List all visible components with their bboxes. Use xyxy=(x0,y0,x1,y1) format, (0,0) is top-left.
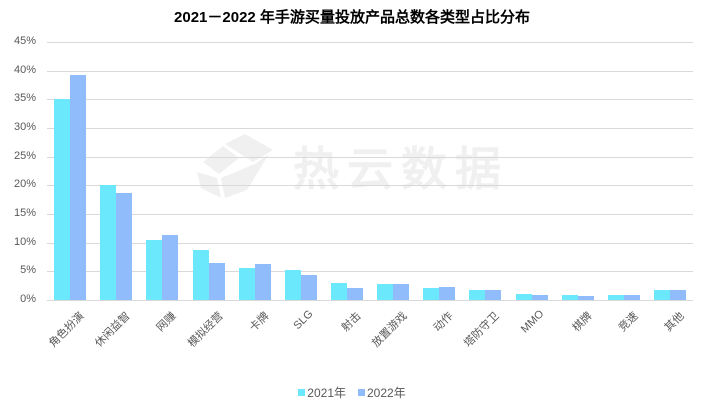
gridline xyxy=(47,214,693,215)
x-tick-label: 棋牌 xyxy=(570,310,595,335)
bar[interactable] xyxy=(653,289,670,300)
bar-group xyxy=(423,42,456,300)
x-tick-label: 休闲益智 xyxy=(93,310,133,350)
legend-item[interactable]: 2022年 xyxy=(358,384,406,401)
bar[interactable] xyxy=(607,294,624,300)
legend: 2021年 2022年 xyxy=(0,384,704,401)
bar[interactable] xyxy=(254,264,271,300)
bar[interactable] xyxy=(469,289,486,300)
bar-group xyxy=(146,42,179,300)
bar[interactable] xyxy=(531,294,548,300)
bar[interactable] xyxy=(100,185,117,300)
bar-group xyxy=(330,42,363,300)
bar[interactable] xyxy=(238,267,255,300)
plot-area xyxy=(47,42,693,301)
x-tick-label: MMO xyxy=(518,308,546,336)
gridline xyxy=(47,42,693,43)
bar[interactable] xyxy=(70,75,87,300)
x-tick-label: 塔防守卫 xyxy=(462,310,502,350)
gridline xyxy=(47,300,693,301)
x-tick-label: 网赚 xyxy=(154,310,179,335)
bar[interactable] xyxy=(515,293,532,300)
logo-icon xyxy=(197,134,273,198)
gridline xyxy=(47,70,693,72)
y-tick-label: 35% xyxy=(13,92,36,105)
y-tick-label: 45% xyxy=(13,35,36,47)
x-tick-label: 模拟经营 xyxy=(185,310,226,350)
x-tick-label: SLG xyxy=(291,308,316,333)
bar-group xyxy=(238,42,271,300)
bar[interactable] xyxy=(346,287,363,300)
bar[interactable] xyxy=(208,262,225,300)
bar[interactable] xyxy=(423,287,440,300)
watermark-text: 热云数据 xyxy=(293,143,509,195)
bar-group xyxy=(377,42,410,300)
bar-group xyxy=(192,42,225,300)
bar[interactable] xyxy=(485,289,502,300)
bar-group xyxy=(469,42,502,300)
bar[interactable] xyxy=(300,274,317,300)
gridline xyxy=(47,242,693,244)
chart-title: 2021－2022 年手游买量投放产品总数各类型占比分布 xyxy=(174,9,530,26)
bar[interactable] xyxy=(146,239,163,300)
y-tick-label: 5% xyxy=(20,264,36,277)
bar-group xyxy=(284,42,317,300)
bar-group xyxy=(515,42,548,300)
y-tick-label: 25% xyxy=(13,149,36,162)
y-tick-label: 20% xyxy=(13,178,36,191)
bar[interactable] xyxy=(561,294,578,300)
gridline xyxy=(47,271,693,273)
x-tick-label: 卡牌 xyxy=(247,310,272,335)
legend-label: 2021年 xyxy=(307,386,346,400)
bar[interactable] xyxy=(669,289,686,300)
bar[interactable] xyxy=(162,234,179,300)
legend-item[interactable]: 2021年 xyxy=(298,384,346,401)
bar-group xyxy=(607,42,640,300)
y-tick-label: 0% xyxy=(20,293,36,305)
y-tick-label: 40% xyxy=(13,63,36,76)
bar[interactable] xyxy=(393,283,410,300)
bar[interactable] xyxy=(377,283,394,300)
watermark: 热云数据 xyxy=(195,132,509,200)
bar[interactable] xyxy=(577,296,594,300)
bar[interactable] xyxy=(623,294,640,300)
bar-group xyxy=(653,42,686,300)
bar[interactable] xyxy=(116,192,133,300)
gridline xyxy=(47,99,693,101)
bar[interactable] xyxy=(192,249,209,300)
legend-swatch-icon xyxy=(298,389,306,396)
legend-label: 2022年 xyxy=(367,386,406,400)
x-tick-label: 角色扮演 xyxy=(47,310,87,350)
bar-group xyxy=(561,42,594,300)
bar[interactable] xyxy=(439,286,456,300)
x-tick-label: 其他 xyxy=(662,310,687,335)
x-tick-label: 放置游戏 xyxy=(370,310,410,350)
gridline xyxy=(47,156,693,158)
bar[interactable] xyxy=(330,282,347,300)
bar[interactable] xyxy=(284,269,301,300)
x-tick-label: 射击 xyxy=(339,310,364,335)
x-tick-label: 竞速 xyxy=(616,310,641,335)
gridline xyxy=(47,128,693,129)
y-tick-label: 15% xyxy=(13,207,36,219)
legend-swatch-icon xyxy=(358,389,365,396)
gridline xyxy=(47,185,693,187)
bar-group xyxy=(54,42,87,300)
x-tick-label: 动作 xyxy=(431,310,456,335)
y-tick-label: 30% xyxy=(13,121,36,133)
bar[interactable] xyxy=(54,98,71,300)
y-tick-label: 10% xyxy=(13,235,36,248)
bar-group xyxy=(100,42,133,300)
